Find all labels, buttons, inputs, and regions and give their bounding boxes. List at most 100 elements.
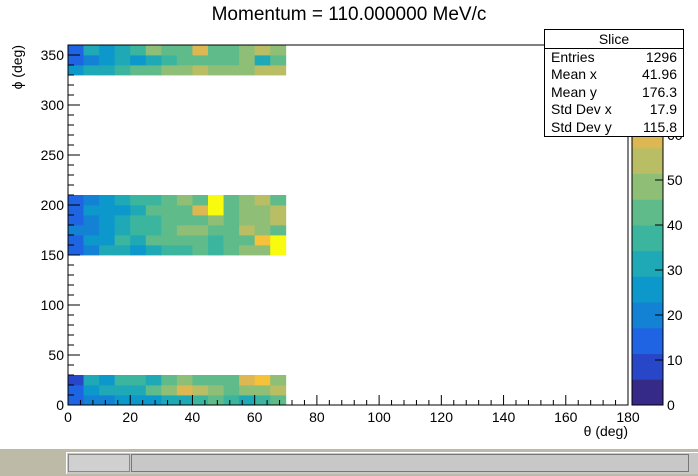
heatmap-cell [114, 245, 131, 256]
heatmap-cell [83, 205, 100, 216]
heatmap-cell [99, 215, 116, 226]
heatmap-cell [145, 55, 162, 66]
colorbar-segment [632, 147, 663, 174]
heatmap-cell [99, 375, 116, 386]
heatmap-cell [192, 195, 209, 206]
heatmap-plot: 0 20 40 60 80 100 120 140 160 1800501001502002503… [9, 37, 683, 439]
heatmap-cell [130, 395, 147, 406]
heatmap-cell [145, 245, 162, 256]
heatmap-cell [176, 65, 193, 76]
heatmap-cell [99, 235, 116, 246]
heatmap-cell [223, 375, 240, 386]
heatmap-cell [270, 45, 287, 56]
heatmap-cell [208, 215, 224, 226]
heatmap-cell [192, 385, 209, 396]
heatmap-cell [130, 225, 147, 236]
heatmap-cell [83, 45, 100, 56]
colorbar-segment [632, 250, 663, 277]
heatmap-cell [68, 235, 84, 246]
heatmap-cell [254, 245, 271, 256]
heatmap-cell [208, 195, 224, 206]
heatmap-cell [161, 215, 178, 226]
heatmap-cell [254, 205, 271, 216]
colorbar-segment [632, 225, 663, 252]
heatmap-cell [114, 215, 131, 226]
y-tick-label: 150 [41, 247, 65, 263]
heatmap-cell [208, 205, 224, 216]
heatmap-cell [270, 375, 287, 386]
heatmap-cell [176, 375, 193, 386]
heatmap-cell [114, 385, 131, 396]
heatmap-cell [83, 225, 100, 236]
heatmap-cell [130, 245, 147, 256]
heatmap-cell [192, 235, 209, 246]
heatmap-cell [192, 205, 209, 216]
scrollbar-left-button[interactable] [68, 454, 130, 472]
heatmap-cell [176, 205, 193, 216]
heatmap-cell [145, 235, 162, 246]
colorbar-tick-label: 30 [667, 262, 683, 278]
heatmap-cell [83, 55, 100, 66]
stats-row-stddev-y: Std Dev y 115.8 [545, 119, 683, 136]
stats-box[interactable]: Slice Entries 1296 Mean x 41.96 Mean y 176.… [544, 29, 684, 137]
heatmap-cell [145, 225, 162, 236]
y-tick-label: 0 [56, 397, 64, 413]
heatmap-cell [239, 205, 256, 216]
heatmap-cell [192, 375, 209, 386]
heatmap-cell [223, 225, 240, 236]
colorbar-tick-label: 40 [667, 217, 683, 233]
heatmap-cell [192, 395, 209, 406]
heatmap-cell [99, 205, 116, 216]
heatmap-cell [254, 385, 271, 396]
heatmap-cell [239, 195, 256, 206]
heatmap-cell [208, 55, 224, 66]
heatmap-cell [208, 385, 224, 396]
heatmap-cell [176, 195, 193, 206]
x-tick-label: 100 [367, 409, 391, 425]
heatmap-cell [176, 45, 193, 56]
heatmap-cell [270, 195, 287, 206]
heatmap-cell [145, 205, 162, 216]
heatmap-cell [176, 385, 193, 396]
stats-title: Slice [545, 30, 683, 49]
heatmap-cell [130, 195, 147, 206]
heatmap-cell [161, 55, 178, 66]
heatmap-cell [208, 245, 224, 256]
heatmap-cell [239, 215, 256, 226]
heatmap-cell [270, 245, 287, 256]
stats-label: Std Dev y [551, 118, 612, 135]
heatmap-cell [223, 55, 240, 66]
heatmap-cell [270, 55, 287, 66]
stats-value: 41.96 [641, 66, 677, 83]
colorbar-tick-label: 10 [667, 352, 683, 368]
heatmap-cell [161, 375, 178, 386]
heatmap-cell [192, 65, 209, 76]
colorbar-segment [632, 353, 663, 380]
heatmap-cell [239, 245, 256, 256]
x-tick-label: 140 [492, 409, 516, 425]
heatmap-cell [114, 55, 131, 66]
heatmap-cell [270, 235, 287, 246]
heatmap-cell [145, 215, 162, 226]
heatmap-cell [223, 385, 240, 396]
scrollbar-thumb[interactable] [131, 454, 689, 472]
heatmap-cell [254, 225, 271, 236]
heatmap-cell [239, 65, 256, 76]
y-tick-label: 200 [41, 197, 65, 213]
chart-title: Momentum = 110.000000 MeV/c [211, 4, 487, 25]
stats-label: Mean y [551, 83, 597, 100]
heatmap-cell [114, 395, 131, 406]
heatmap-cell [208, 395, 224, 406]
heatmap-cell [254, 195, 271, 206]
stats-value: 176.3 [641, 83, 677, 100]
y-tick-label: 250 [41, 147, 65, 163]
heatmap-cell [208, 45, 224, 56]
heatmap-cell [161, 385, 178, 396]
heatmap-cell [145, 385, 162, 396]
heatmap-cell [161, 235, 178, 246]
heatmap-cell [239, 385, 256, 396]
heatmap-cell [239, 395, 256, 406]
heatmap-cell [68, 225, 84, 236]
stats-label: Std Dev x [551, 101, 612, 118]
heatmap-cell [145, 395, 162, 406]
